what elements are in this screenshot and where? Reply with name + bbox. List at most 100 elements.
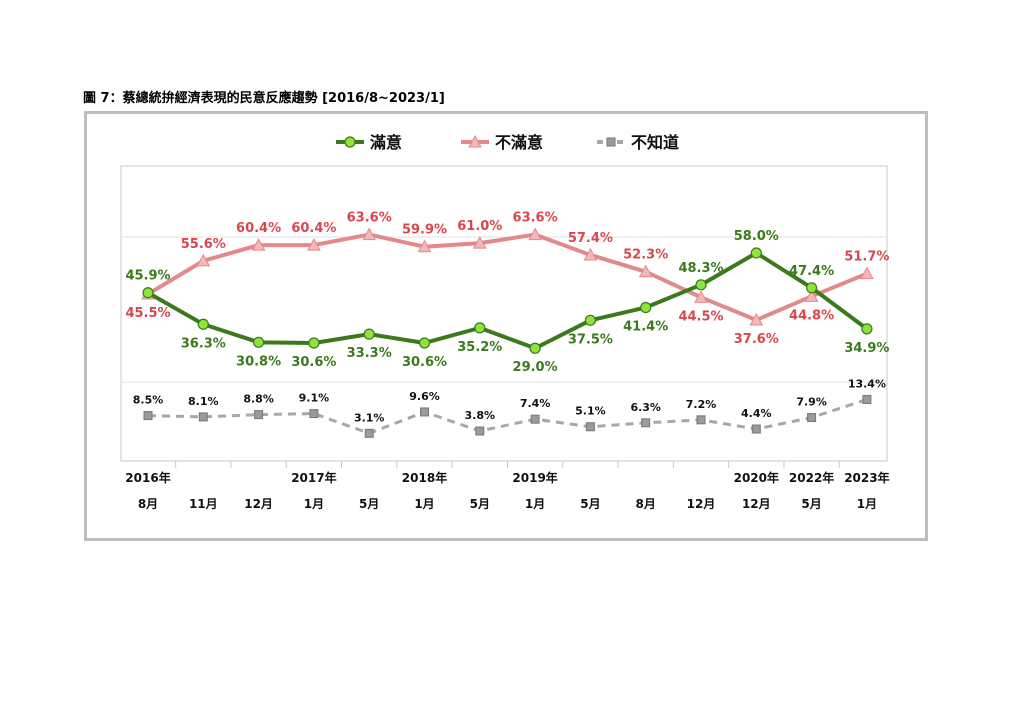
series-line xyxy=(147,398,868,435)
x-tick-label-year: 2023年 xyxy=(844,470,889,485)
data-label: 51.7% xyxy=(844,250,889,265)
data-point xyxy=(584,314,597,326)
data-label: 36.3% xyxy=(181,336,226,351)
data-point xyxy=(750,247,762,259)
data-point xyxy=(475,426,485,436)
data-point xyxy=(528,227,542,241)
legend-label: 不滿意 xyxy=(495,133,543,152)
data-point xyxy=(418,337,431,349)
data-point xyxy=(696,415,706,425)
data-label: 45.9% xyxy=(125,269,170,284)
data-label: 35.2% xyxy=(457,340,502,355)
x-tick-label-month: 8月 xyxy=(636,497,656,511)
data-point xyxy=(196,253,211,267)
x-tick-label-year: 2016年 xyxy=(125,470,170,485)
data-point xyxy=(362,227,377,241)
x-tick-label-month: 5月 xyxy=(580,497,600,511)
legend-label: 滿意 xyxy=(370,133,402,152)
data-label: 29.0% xyxy=(513,360,558,375)
data-point xyxy=(143,411,153,421)
data-label: 61.0% xyxy=(457,219,502,234)
data-label: 44.5% xyxy=(678,309,723,324)
data-label: 34.9% xyxy=(844,341,889,356)
data-label: 7.2% xyxy=(686,398,717,411)
x-tick-label-month: 5月 xyxy=(359,497,379,511)
data-label: 7.9% xyxy=(796,396,827,409)
x-tick-label-month: 8月 xyxy=(138,497,158,511)
data-label: 13.4% xyxy=(848,377,886,390)
data-point xyxy=(641,418,651,428)
data-point xyxy=(862,394,872,404)
legend-marker xyxy=(468,134,482,148)
x-tick-label-year: 2018年 xyxy=(402,470,447,485)
data-point xyxy=(251,238,266,251)
data-point xyxy=(638,264,653,278)
data-label: 3.1% xyxy=(354,411,385,424)
data-point xyxy=(860,266,874,280)
data-label: 30.6% xyxy=(291,355,336,370)
x-tick-label-month: 12月 xyxy=(687,497,716,511)
data-point xyxy=(142,287,154,299)
data-label: 47.4% xyxy=(789,264,834,279)
data-point xyxy=(198,412,208,422)
data-point xyxy=(417,239,432,253)
data-point xyxy=(861,323,873,335)
x-tick-label-month: 1月 xyxy=(857,497,877,511)
data-label: 57.4% xyxy=(568,231,613,246)
data-label: 48.3% xyxy=(678,261,723,276)
x-tick-label-month: 1月 xyxy=(304,497,324,511)
data-point xyxy=(694,290,708,303)
data-point xyxy=(254,410,264,420)
x-tick-label-year: 2019年 xyxy=(512,470,557,485)
data-point xyxy=(472,236,487,249)
data-point xyxy=(749,312,764,326)
legend-label: 不知道 xyxy=(631,133,679,152)
data-point xyxy=(529,342,541,354)
data-point xyxy=(474,322,486,334)
x-tick-label-year: 2022年 xyxy=(789,470,834,485)
x-tick-label-month: 5月 xyxy=(470,497,490,511)
x-tick-label-month: 1月 xyxy=(414,497,434,511)
data-label: 30.6% xyxy=(402,355,447,370)
data-point xyxy=(308,337,320,349)
data-label: 7.4% xyxy=(520,397,551,410)
data-point xyxy=(804,289,819,302)
x-tick-label-month: 12月 xyxy=(244,497,273,511)
data-label: 6.3% xyxy=(630,401,661,414)
data-point xyxy=(364,428,374,438)
data-point xyxy=(363,328,375,340)
data-label: 63.6% xyxy=(513,211,558,226)
legend-marker xyxy=(606,137,616,147)
data-point xyxy=(420,407,429,417)
data-label: 59.9% xyxy=(402,223,447,238)
data-label: 45.5% xyxy=(125,306,170,321)
x-tick-label-month: 1月 xyxy=(525,497,545,511)
data-point xyxy=(197,318,209,330)
chart-frame xyxy=(84,111,928,541)
data-label: 4.4% xyxy=(741,407,772,420)
data-point xyxy=(807,413,817,423)
data-label: 37.5% xyxy=(568,332,613,347)
data-label: 9.6% xyxy=(409,390,440,403)
data-label: 60.4% xyxy=(236,221,281,236)
data-point xyxy=(307,238,321,251)
data-label: 3.8% xyxy=(465,409,496,422)
data-point xyxy=(640,301,652,314)
data-label: 5.1% xyxy=(575,405,606,418)
x-tick-label-month: 11月 xyxy=(189,497,218,511)
x-tick-label-month: 12月 xyxy=(742,497,771,511)
x-tick-label-month: 5月 xyxy=(801,497,821,511)
plot-area xyxy=(120,165,888,462)
data-label: 44.8% xyxy=(789,308,834,323)
legend-marker xyxy=(344,136,356,148)
x-tick-label-year: 2017年 xyxy=(291,470,336,485)
data-label: 41.4% xyxy=(623,320,668,335)
data-label: 8.5% xyxy=(133,394,164,407)
data-label: 55.6% xyxy=(181,237,226,252)
x-tick-label-year: 2020年 xyxy=(734,470,779,485)
data-label: 33.3% xyxy=(347,346,392,361)
data-point xyxy=(309,409,319,419)
data-point xyxy=(805,282,818,294)
data-label: 52.3% xyxy=(623,248,668,263)
